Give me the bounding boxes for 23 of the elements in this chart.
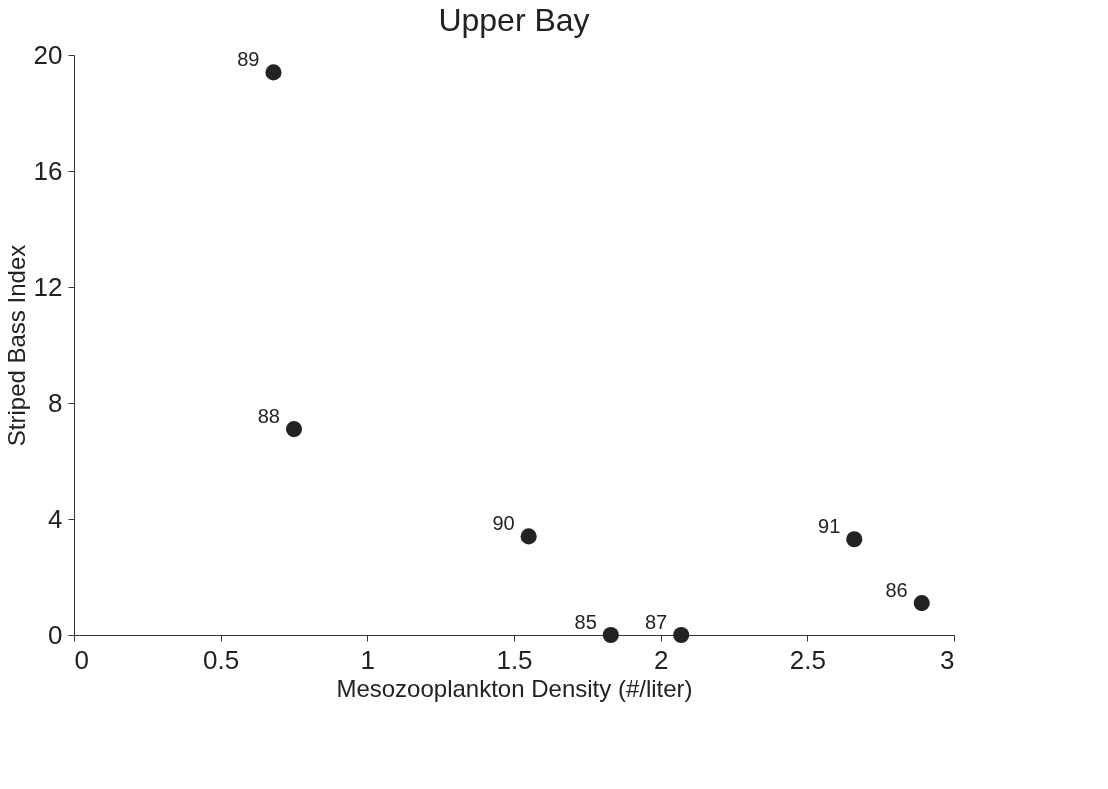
x-tick-label: 1 — [360, 644, 376, 675]
x-tick-label: 1.5 — [496, 644, 533, 675]
annotation: 86 — [885, 579, 908, 602]
x-tick-label: 0 — [74, 644, 89, 675]
annotation: 90 — [492, 512, 515, 535]
y-axis-title: Striped Bass Index — [2, 244, 30, 447]
x-axis-title: Mesozooplankton Density (#/liter) — [336, 674, 693, 702]
x-tick-label: 2 — [653, 644, 669, 675]
y-tick-label: 12 — [33, 271, 63, 302]
y-tick-label: 4 — [48, 503, 63, 534]
annotation: 85 — [574, 611, 597, 633]
x-tick-label: 2.5 — [789, 644, 826, 675]
annotation: 88 — [257, 405, 280, 428]
x-tick-label: 0.5 — [203, 644, 240, 675]
x-tick-label: 3 — [940, 644, 955, 675]
y-tick-label: 8 — [48, 387, 63, 418]
y-tick-label: 16 — [33, 155, 63, 186]
y-tick-label: 20 — [33, 39, 63, 70]
y-tick-label: 0 — [48, 619, 63, 650]
chart-title: Upper Bay — [438, 2, 590, 38]
annotation: 89 — [237, 48, 260, 71]
annotation: 91 — [818, 515, 841, 538]
annotation: 87 — [644, 611, 668, 633]
